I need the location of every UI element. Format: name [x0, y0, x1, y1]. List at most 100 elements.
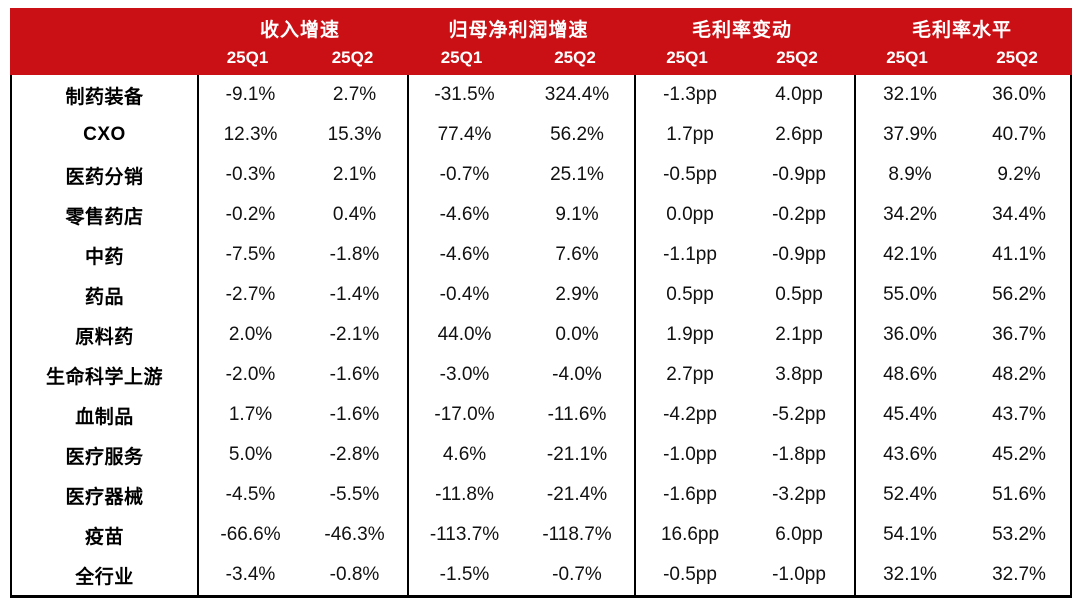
table-cell: 0.4%	[332, 204, 377, 225]
table-cell: -4.2pp	[634, 395, 744, 435]
table-row: 零售药店 -0.2% 0.4% -4.6% 9.1% 0.0pp -0.2pp 34.2% 34…	[12, 195, 1070, 235]
table-cell: 2.6pp	[775, 124, 823, 145]
table-cell: -3.2pp	[772, 484, 826, 505]
table-cell: -0.2pp	[772, 204, 826, 225]
table-cell: -0.3%	[197, 155, 302, 195]
table-row: 医药分销 -0.3% 2.1% -0.7% 25.1% -0.5pp -0.9pp 8.9% 9…	[12, 155, 1070, 195]
table-cell: 36.0%	[992, 84, 1046, 105]
table-cell: 37.9%	[854, 115, 964, 155]
table-cell: 2.0%	[197, 315, 302, 355]
header-col-quarter: 25Q1	[666, 48, 708, 67]
table-cell: 2.9%	[555, 284, 599, 305]
table-cell: 9.2%	[997, 164, 1041, 185]
table-row: 医疗服务 5.0% -2.8% 4.6% -21.1% -1.0pp -1.8pp 43.6%…	[12, 435, 1070, 475]
table-cell: 7.6%	[555, 244, 599, 265]
table-cell: -7.5%	[197, 235, 302, 275]
table-cell: -4.6%	[407, 195, 520, 235]
row-label: 药品	[84, 286, 124, 308]
table-cell: 55.0%	[854, 275, 964, 315]
table-cell: 0.5pp	[634, 275, 744, 315]
table-cell: -2.8%	[329, 444, 380, 465]
table-cell: 5.0%	[197, 435, 302, 475]
table-cell: 1.7%	[197, 395, 302, 435]
table-row: 制药装备 -9.1% 2.7% -31.5% 324.4% -1.3pp 4.0pp 32.1…	[12, 75, 1070, 115]
table-cell: 8.9%	[854, 155, 964, 195]
header-group-gross-margin-level: 毛利率水平	[911, 20, 1012, 41]
row-label: 中药	[84, 246, 124, 268]
table-cell: 43.6%	[854, 435, 964, 475]
table-cell: 53.2%	[992, 524, 1046, 545]
table-cell: -21.4%	[546, 484, 608, 505]
table-cell: 324.4%	[544, 84, 610, 105]
table-cell: -1.6%	[329, 364, 380, 385]
header-col-quarter: 25Q1	[440, 48, 483, 67]
table-cell: 32.1%	[854, 555, 964, 595]
row-label: 全行业	[75, 566, 134, 588]
table-row: 医疗器械 -4.5% -5.5% -11.8% -21.4% -1.6pp -3.2pp 52…	[12, 475, 1070, 515]
row-label: 医疗器械	[65, 486, 144, 508]
table-cell: -17.0%	[407, 395, 520, 435]
table-cell: 48.2%	[992, 364, 1046, 385]
table-cell: 1.7pp	[634, 115, 744, 155]
table-cell: -21.1%	[546, 444, 608, 465]
row-label: 生命科学上游	[45, 366, 163, 388]
table-cell: -9.1%	[197, 75, 302, 115]
header-col-quarter: 25Q1	[886, 48, 928, 67]
table-cell: -0.9pp	[772, 244, 826, 265]
row-label: 零售药店	[65, 206, 144, 228]
table-cell: -31.5%	[407, 75, 520, 115]
table-cell: 1.9pp	[634, 315, 744, 355]
table-cell: 45.4%	[854, 395, 964, 435]
table-cell: 4.0pp	[775, 84, 823, 105]
table-cell: -46.3%	[324, 524, 385, 545]
table-cell: 25.1%	[550, 164, 604, 185]
table-row: 疫苗 -66.6% -46.3% -113.7% -118.7% 16.6pp 6.0pp 5…	[12, 515, 1070, 555]
table-cell: 3.8pp	[775, 364, 823, 385]
table-cell: -1.8%	[329, 244, 380, 265]
table-row: 生命科学上游 -2.0% -1.6% -3.0% -4.0% 2.7pp 3.8pp 48.6…	[12, 355, 1070, 395]
row-label: CXO	[83, 124, 126, 145]
table-row: 全行业 -3.4% -0.8% -1.5% -0.7% -0.5pp -1.0pp 32.1%…	[12, 555, 1070, 595]
table-cell: 12.3%	[197, 115, 302, 155]
table-cell: 56.2%	[992, 284, 1046, 305]
header-col-quarter: 25Q2	[996, 48, 1038, 67]
header-col-quarter: 25Q2	[331, 48, 374, 67]
table-cell: -1.0pp	[772, 564, 826, 585]
table-cell: 77.4%	[407, 115, 520, 155]
table-cell: -0.7%	[552, 564, 602, 585]
row-label: 医药分销	[65, 166, 144, 188]
table-row: 原料药 2.0% -2.1% 44.0% 0.0% 1.9pp 2.1pp 36.0% 36.7…	[12, 315, 1070, 355]
table-cell: -3.0%	[407, 355, 520, 395]
table-cell: -2.0%	[197, 355, 302, 395]
table-cell: 34.2%	[854, 195, 964, 235]
table-cell: -1.5%	[407, 555, 520, 595]
table-cell: -1.6%	[329, 404, 380, 425]
table-header: 收入增速 归母净利润增速 毛利率变动 毛利率水平 25Q1 25Q2 25Q1 …	[10, 8, 1072, 75]
table-cell: -0.8%	[329, 564, 380, 585]
header-group-revenue-growth: 收入增速	[259, 20, 340, 41]
table-cell: 32.1%	[854, 75, 964, 115]
table-cell: -4.0%	[552, 364, 602, 385]
table-cell: -11.8%	[407, 475, 520, 515]
table-cell: 36.0%	[854, 315, 964, 355]
table-cell: 4.6%	[407, 435, 520, 475]
table-cell: -0.2%	[197, 195, 302, 235]
row-label: 制药装备	[65, 86, 144, 108]
table-cell: 16.6pp	[634, 515, 744, 555]
table-cell: -1.3pp	[634, 75, 744, 115]
table-cell: -0.5pp	[634, 155, 744, 195]
table-cell: 0.0%	[555, 324, 599, 345]
table-row: 血制品 1.7% -1.6% -17.0% -11.6% -4.2pp -5.2pp 45.4…	[12, 395, 1070, 435]
table-cell: 9.1%	[555, 204, 599, 225]
table-cell: 0.0pp	[634, 195, 744, 235]
table-cell: -1.0pp	[634, 435, 744, 475]
table-cell: 54.1%	[854, 515, 964, 555]
row-label: 血制品	[75, 406, 134, 428]
table-cell: 43.7%	[992, 404, 1046, 425]
table-cell: -3.4%	[197, 555, 302, 595]
table-row: CXO 12.3% 15.3% 77.4% 56.2% 1.7pp 2.6pp 37.9% 40…	[12, 115, 1070, 155]
table-cell: 40.7%	[992, 124, 1046, 145]
table-cell: 2.1%	[332, 164, 377, 185]
row-label: 原料药	[75, 326, 134, 348]
